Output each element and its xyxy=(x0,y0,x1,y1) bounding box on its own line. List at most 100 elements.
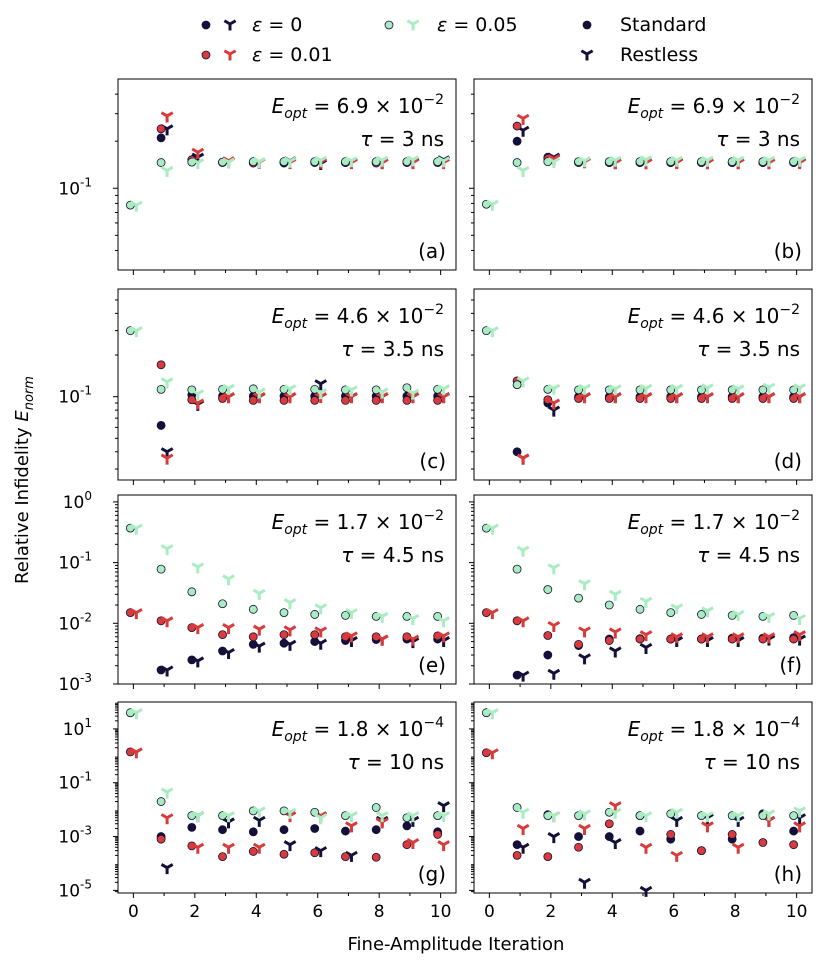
data-point-restless xyxy=(406,155,420,167)
y-tick-base: 10 xyxy=(58,388,80,408)
data-point-restless xyxy=(547,668,561,680)
annotation-tau-symbol: τ xyxy=(341,337,354,361)
data-point-standard xyxy=(187,587,197,597)
y-tick-exp: -3 xyxy=(80,671,92,685)
data-point-restless xyxy=(670,807,684,819)
data-point-restless xyxy=(793,806,807,818)
data-point-restless xyxy=(314,388,328,400)
data-point-standard xyxy=(697,610,706,619)
data-point-restless xyxy=(314,626,328,638)
data-point-restless xyxy=(547,563,561,575)
data-point-restless xyxy=(516,453,530,465)
annotation-eopt: Eopt = 1.8 × 10−4 xyxy=(272,715,445,745)
data-point-standard xyxy=(433,830,443,839)
data-point-restless xyxy=(701,821,714,833)
data-point-standard xyxy=(697,634,706,644)
data-point-standard xyxy=(156,124,166,134)
data-point-restless xyxy=(731,155,745,167)
x-tick-label: 10 xyxy=(430,902,452,922)
y-tick-label: 101 xyxy=(63,716,92,740)
data-point-restless xyxy=(547,157,561,169)
annotation-tau: τ = 3.5 ns xyxy=(697,337,800,361)
data-point-restless xyxy=(578,877,591,889)
y-tick-base: 10 xyxy=(58,675,80,695)
data-point-restless xyxy=(437,156,451,168)
y-tick-exp: -3 xyxy=(80,824,92,838)
data-point-restless xyxy=(160,813,174,825)
data-point-restless xyxy=(129,608,143,620)
data-point-restless xyxy=(129,747,143,759)
x-axis-label: Fine-Amplitude Iteration xyxy=(348,934,565,955)
x-tick-label: 0 xyxy=(484,902,495,922)
data-point-standard xyxy=(727,830,737,839)
y-tick-label: 10-1 xyxy=(58,770,92,794)
data-point-restless xyxy=(222,647,235,660)
annotation-eopt-value: = 1.7 × 10 xyxy=(307,510,423,534)
legend-marker-circle xyxy=(582,20,592,30)
data-point-standard xyxy=(512,850,522,860)
y-tick-label: 10-2 xyxy=(58,610,92,634)
data-point-standard xyxy=(574,832,583,841)
data-point-restless xyxy=(314,155,328,167)
data-point-restless xyxy=(701,606,714,618)
data-point-standard xyxy=(402,821,412,831)
data-point-restless xyxy=(375,155,389,167)
data-point-standard xyxy=(635,604,645,614)
data-point-standard xyxy=(310,848,320,858)
data-point-restless xyxy=(516,545,530,557)
data-point-restless xyxy=(314,846,328,858)
data-point-restless xyxy=(191,811,205,823)
annotation-eopt-symbol: E xyxy=(272,304,285,328)
annotation-tau-value: = 4.5 ns xyxy=(353,543,444,567)
data-point-restless xyxy=(283,807,297,819)
data-point-restless xyxy=(578,156,591,168)
data-point-restless xyxy=(191,389,205,401)
data-point-restless xyxy=(793,383,807,395)
data-point-restless xyxy=(485,199,499,211)
data-point-restless xyxy=(516,670,530,682)
data-point-standard xyxy=(604,819,614,829)
data-point-restless xyxy=(345,811,358,823)
legend-entry: ε = 0.01 xyxy=(201,44,333,66)
data-point-standard xyxy=(758,385,768,395)
data-point-standard xyxy=(341,396,350,405)
panel-f: Eopt = 1.7 × 10−2 τ = 4.5 ns (f) xyxy=(469,494,813,689)
data-point-restless xyxy=(283,625,297,637)
y-tick-base: 10 xyxy=(58,179,80,199)
panel-d: Eopt = 4.6 × 10−2 τ = 3.5 ns (d) xyxy=(469,288,813,485)
data-point-standard xyxy=(543,650,553,660)
legend-label-symbol: ε xyxy=(252,14,262,36)
data-point-restless xyxy=(485,608,499,620)
data-point-standard xyxy=(574,593,583,603)
legend-label-symbol: ε xyxy=(437,14,447,36)
data-point-standard xyxy=(156,158,166,167)
data-point-restless xyxy=(222,574,235,586)
annotation-tau: τ = 3 ns xyxy=(360,127,444,151)
data-point-restless xyxy=(701,811,714,823)
data-point-restless xyxy=(345,385,358,397)
data-point-standard xyxy=(666,634,676,644)
legend-label: ε = 0 xyxy=(252,14,302,36)
data-point-restless xyxy=(129,708,143,720)
annotation-tau-symbol: τ xyxy=(341,543,354,567)
data-point-restless xyxy=(670,850,684,862)
data-point-restless xyxy=(375,611,389,623)
data-point-restless xyxy=(345,156,358,168)
data-point-restless xyxy=(516,376,530,388)
data-point-standard xyxy=(574,842,583,852)
data-point-restless xyxy=(608,646,622,658)
annotation-eopt: Eopt = 1.7 × 10−2 xyxy=(272,508,444,538)
data-point-restless xyxy=(639,842,653,854)
y-tick-exp: -1 xyxy=(80,770,92,784)
data-point-restless xyxy=(639,630,653,642)
data-point-restless xyxy=(406,634,420,646)
data-point-standard xyxy=(604,636,614,645)
annotation-tau: τ = 10 ns xyxy=(704,750,800,774)
panel-label: (e) xyxy=(418,653,446,677)
data-point-restless xyxy=(160,544,174,556)
panel-a: 10-1 Eopt = 6.9 × 10−2 τ = 3 ns (a) xyxy=(58,78,457,275)
data-point-restless xyxy=(375,811,389,823)
data-point-restless xyxy=(793,155,807,167)
